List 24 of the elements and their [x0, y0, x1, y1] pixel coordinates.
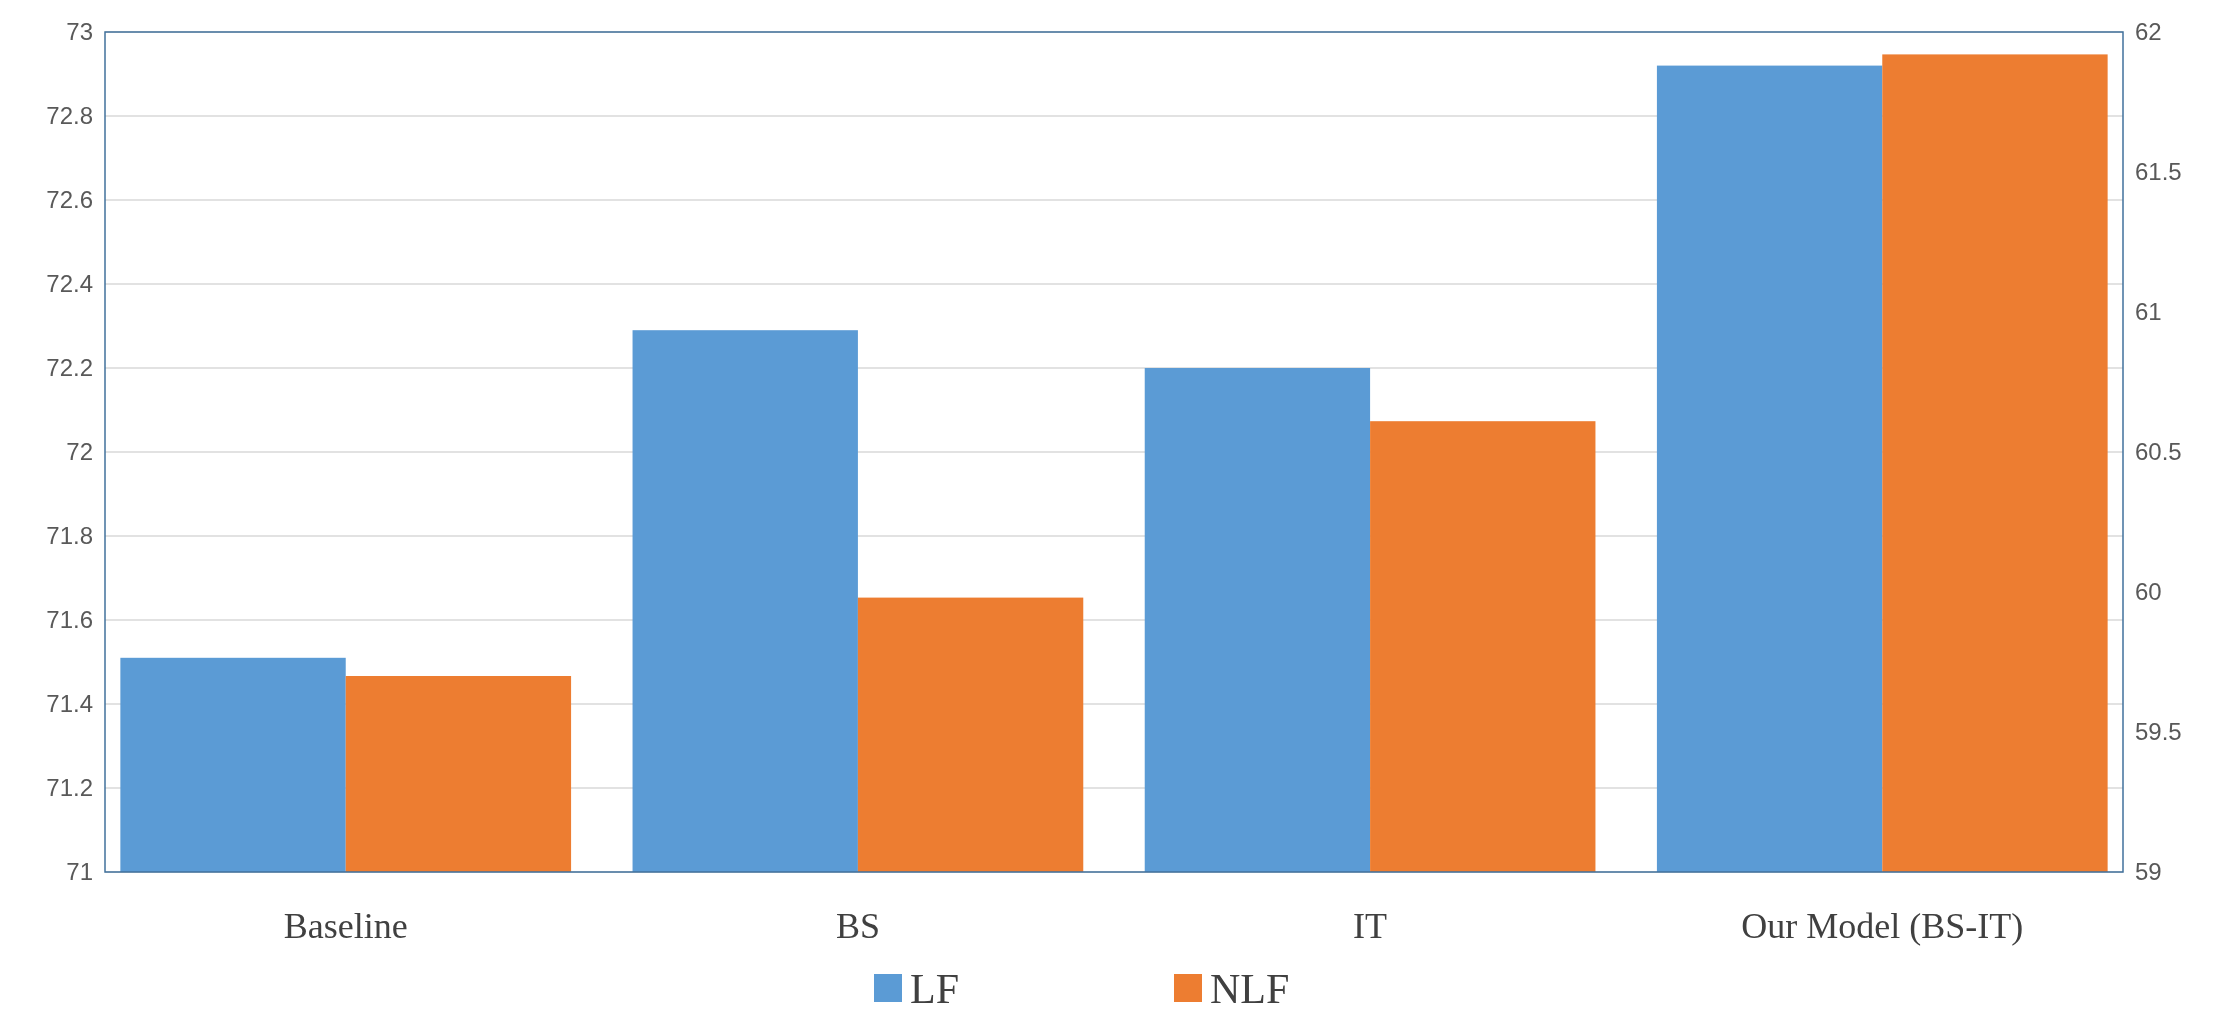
y-tick-label: 72.6	[46, 186, 93, 214]
y-tick-label: 72.4	[46, 270, 93, 298]
y-tick-label: 73	[66, 18, 93, 46]
y2-tick-label: 61.5	[2135, 158, 2182, 186]
y-tick-label: 71.4	[46, 690, 93, 718]
legend-label: LF	[910, 965, 960, 1012]
x-tick-label: BS	[835, 905, 880, 946]
y-tick-label: 71.2	[46, 774, 93, 802]
y2-tick-label: 59.5	[2135, 718, 2182, 746]
y-tick-label: 71.8	[46, 522, 93, 550]
y-tick-label: 72	[66, 438, 93, 466]
x-tick-label: Our Model (BS-IT)	[1741, 905, 2024, 946]
y2-tick-label: 59	[2135, 858, 2162, 886]
y2-tick-label: 62	[2135, 18, 2162, 46]
legend-label: NLF	[1210, 965, 1290, 1012]
y-tick-label: 72.8	[46, 102, 93, 130]
y-tick-label: 71	[66, 858, 93, 886]
y-tick-label: 71.6	[46, 606, 93, 634]
y-tick-label: 72.2	[46, 354, 93, 382]
y2-tick-label: 60	[2135, 578, 2162, 606]
y2-tick-label: 60.5	[2135, 438, 2182, 466]
x-tick-label: Baseline	[283, 905, 408, 946]
x-tick-label: IT	[1353, 905, 1388, 946]
y2-tick-label: 61	[2135, 298, 2162, 326]
